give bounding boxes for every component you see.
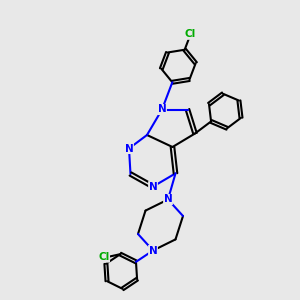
Text: N: N (158, 104, 166, 115)
Text: N: N (148, 245, 158, 256)
Text: Cl: Cl (185, 29, 196, 39)
Text: N: N (164, 194, 172, 205)
Text: N: N (148, 182, 158, 192)
Text: N: N (124, 143, 134, 154)
Text: Cl: Cl (98, 252, 110, 262)
